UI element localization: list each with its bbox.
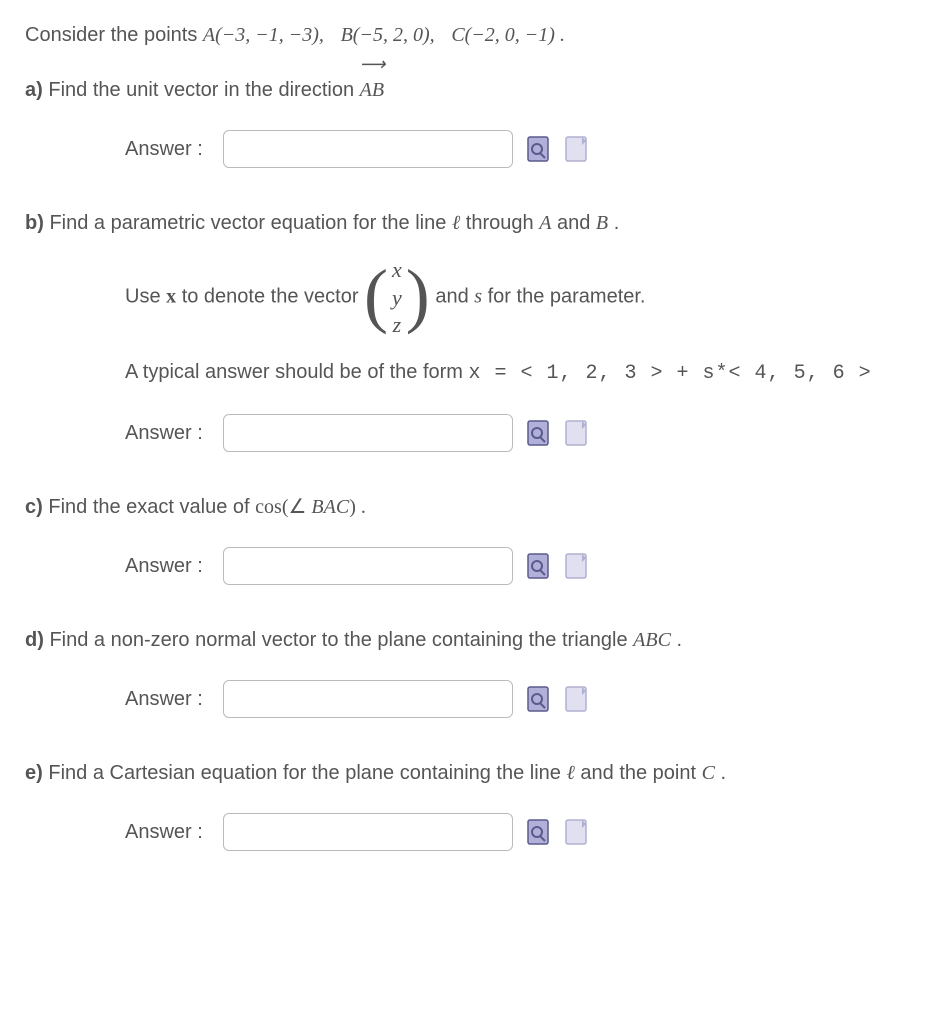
vector-ab-text: AB xyxy=(360,79,384,101)
answer-row-c: Answer : xyxy=(125,547,921,585)
answer-label-d: Answer : xyxy=(125,684,203,714)
intro-prefix: Consider the points xyxy=(25,24,203,46)
part-e-period: . xyxy=(721,762,727,784)
part-d: d) Find a non-zero normal vector to the … xyxy=(25,625,921,718)
help-icon xyxy=(564,685,588,713)
c-BAC: BAC xyxy=(311,496,349,518)
vcol-x: x xyxy=(392,256,402,284)
help-icon xyxy=(564,419,588,447)
rparen-icon: ) xyxy=(406,260,430,330)
part-b-period: . xyxy=(614,212,620,234)
part-b-text2: through xyxy=(466,212,539,234)
part-b-question: b) Find a parametric vector equation for… xyxy=(25,208,921,238)
c-cos: cos(∠ xyxy=(255,496,311,518)
b-hint2-pre: A typical answer should be of the form xyxy=(125,361,469,383)
part-c-label: c) xyxy=(25,496,43,518)
arrow-icon: ⟶ xyxy=(360,59,384,69)
point-a: A(−3, −1, −3), xyxy=(203,24,324,46)
answer-input-d[interactable] xyxy=(223,680,513,718)
help-button-b[interactable] xyxy=(563,418,589,448)
preview-icon xyxy=(526,685,550,713)
part-a-label: a) xyxy=(25,79,43,101)
part-e-and: and the point xyxy=(580,762,701,784)
part-b-text1: Find a parametric vector equation for th… xyxy=(49,212,451,234)
b-hint-mid1: to denote the vector xyxy=(182,286,364,308)
part-d-period: . xyxy=(676,629,682,651)
column-vector: ( x y z ) xyxy=(364,256,430,339)
column-vector-entries: x y z xyxy=(388,256,406,339)
preview-icon xyxy=(526,135,550,163)
help-button-e[interactable] xyxy=(563,817,589,847)
answer-label-a: Answer : xyxy=(125,134,203,164)
answer-row-e: Answer : xyxy=(125,813,921,851)
help-button-a[interactable] xyxy=(563,134,589,164)
preview-icon xyxy=(526,419,550,447)
preview-button-a[interactable] xyxy=(525,134,551,164)
b-example: x = < 1, 2, 3 > + s*< 4, 5, 6 > xyxy=(469,362,872,385)
help-icon xyxy=(564,135,588,163)
vcol-z: z xyxy=(393,311,402,339)
part-a-question: a) Find the unit vector in the direction… xyxy=(25,75,921,105)
help-button-c[interactable] xyxy=(563,551,589,581)
point-b: B(−5, 2, 0), xyxy=(341,24,435,46)
answer-input-e[interactable] xyxy=(223,813,513,851)
answer-label-b: Answer : xyxy=(125,418,203,448)
intro-line: Consider the points A(−3, −1, −3), B(−5,… xyxy=(25,20,921,50)
b-x-bold: x xyxy=(166,286,176,308)
b-hint-pre: Use xyxy=(125,286,166,308)
vector-ab: ⟶ AB xyxy=(360,75,384,105)
preview-button-c[interactable] xyxy=(525,551,551,581)
help-icon xyxy=(564,552,588,580)
part-c: c) Find the exact value of cos(∠ BAC) . … xyxy=(25,492,921,585)
c-close: ) . xyxy=(349,496,366,518)
b-A: A xyxy=(539,212,551,234)
preview-button-d[interactable] xyxy=(525,684,551,714)
part-b-hint2: A typical answer should be of the form x… xyxy=(125,357,921,389)
part-b-hint1: Use x to denote the vector ( x y z ) and… xyxy=(125,256,921,339)
answer-row-b: Answer : xyxy=(125,414,921,452)
answer-input-c[interactable] xyxy=(223,547,513,585)
lparen-icon: ( xyxy=(364,260,388,330)
help-icon xyxy=(564,818,588,846)
part-b-and: and xyxy=(557,212,596,234)
vcol-y: y xyxy=(392,284,402,312)
part-a-text: Find the unit vector in the direction xyxy=(48,79,359,101)
part-b: b) Find a parametric vector equation for… xyxy=(25,208,921,452)
answer-label-e: Answer : xyxy=(125,817,203,847)
help-button-d[interactable] xyxy=(563,684,589,714)
part-c-question: c) Find the exact value of cos(∠ BAC) . xyxy=(25,492,921,522)
point-c: C(−2, 0, −1) . xyxy=(451,24,565,46)
preview-button-e[interactable] xyxy=(525,817,551,847)
preview-icon xyxy=(526,552,550,580)
answer-row-a: Answer : xyxy=(125,130,921,168)
e-C: C xyxy=(702,762,715,784)
ell-b: ℓ xyxy=(452,212,460,234)
answer-input-b[interactable] xyxy=(223,414,513,452)
part-d-text: Find a non-zero normal vector to the pla… xyxy=(49,629,633,651)
part-e-label: e) xyxy=(25,762,43,784)
part-d-question: d) Find a non-zero normal vector to the … xyxy=(25,625,921,655)
part-c-text: Find the exact value of xyxy=(48,496,255,518)
preview-icon xyxy=(526,818,550,846)
b-B: B xyxy=(596,212,608,234)
d-ABC: ABC xyxy=(633,629,671,651)
b-s: s xyxy=(474,286,482,308)
part-e-question: e) Find a Cartesian equation for the pla… xyxy=(25,758,921,788)
b-hint-mid2: and xyxy=(435,286,474,308)
ell-e: ℓ xyxy=(566,762,574,784)
part-a: a) Find the unit vector in the direction… xyxy=(25,75,921,168)
preview-button-b[interactable] xyxy=(525,418,551,448)
answer-label-c: Answer : xyxy=(125,551,203,581)
part-e: e) Find a Cartesian equation for the pla… xyxy=(25,758,921,851)
part-b-label: b) xyxy=(25,212,44,234)
part-e-text: Find a Cartesian equation for the plane … xyxy=(48,762,566,784)
b-hint-end: for the parameter. xyxy=(488,286,646,308)
part-d-label: d) xyxy=(25,629,44,651)
answer-row-d: Answer : xyxy=(125,680,921,718)
answer-input-a[interactable] xyxy=(223,130,513,168)
